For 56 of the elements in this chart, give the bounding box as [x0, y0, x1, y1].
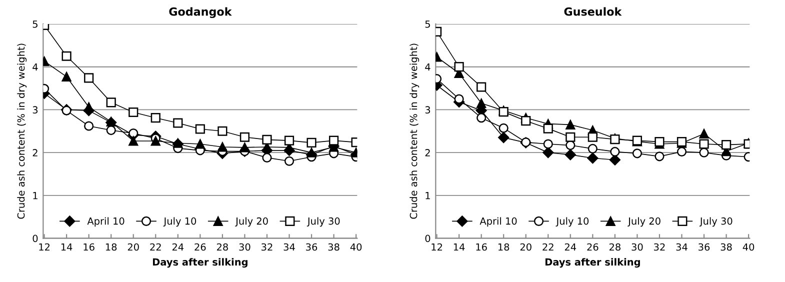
chart-title: Guseulok	[564, 7, 622, 16]
x-tick-label: 38	[720, 243, 732, 251]
y-tick-label: 0	[32, 234, 38, 242]
y-axis-title: Crude ash content (% in dry weight)	[17, 44, 27, 219]
x-tick-label: 14	[61, 243, 72, 251]
x-tick-label: 28	[609, 243, 620, 251]
legend-label: April 10	[480, 217, 517, 227]
legend-label: July 10	[556, 217, 589, 227]
y-tick-label: 0	[425, 234, 430, 242]
x-tick-label: 34	[676, 243, 688, 251]
y-tick-label: 5	[32, 20, 38, 28]
x-tick-label: 16	[476, 243, 487, 251]
legend-label: July 20	[235, 217, 268, 227]
x-tick-label: 30	[239, 243, 250, 251]
y-tick-label: 5	[425, 20, 430, 28]
x-tick-label: 30	[632, 243, 643, 251]
x-tick-label: 26	[587, 243, 598, 251]
y-tick-label: 1	[33, 192, 38, 200]
x-tick-label: 34	[284, 243, 295, 251]
x-tick-label: 22	[542, 243, 554, 251]
y-tick-label: 4	[425, 63, 430, 71]
x-tick-label: 12	[432, 243, 442, 251]
x-tick-label: 16	[84, 243, 94, 251]
legend-label: July 30	[306, 217, 340, 227]
x-tick-label: 40	[350, 243, 362, 251]
x-tick-label: 36	[306, 243, 318, 251]
x-tick-label: 24	[564, 243, 576, 251]
x-tick-label: 36	[698, 243, 710, 251]
y-axis-title: Crude ash content (% in dry weight)	[410, 44, 420, 219]
legend-label: April 10	[87, 217, 124, 227]
x-tick-label: 20	[520, 243, 532, 251]
x-tick-label: 28	[216, 243, 228, 251]
x-tick-label: 18	[498, 243, 510, 251]
x-tick-label: 32	[262, 243, 272, 251]
x-tick-label: 22	[150, 243, 161, 251]
y-tick-label: 2	[32, 149, 38, 156]
x-tick-label: 20	[128, 243, 139, 251]
x-tick-label: 38	[328, 243, 340, 251]
x-tick-label: 26	[194, 243, 206, 251]
legend-label: July 10	[163, 217, 196, 227]
chart-title: Godangok	[169, 7, 232, 18]
x-tick-label: 40	[742, 243, 754, 251]
x-tick-label: 12	[39, 243, 50, 251]
x-axis-title: Days after silking	[545, 258, 640, 268]
y-tick-label: 4	[32, 63, 38, 71]
x-tick-label: 24	[172, 243, 184, 251]
y-tick-label: 2	[425, 149, 430, 156]
y-tick-label: 1	[426, 192, 430, 200]
legend-label: July 30	[699, 217, 732, 227]
x-tick-label: 14	[454, 243, 465, 251]
x-tick-label: 32	[654, 243, 665, 251]
y-tick-label: 3	[32, 106, 38, 114]
y-tick-label: 3	[425, 106, 430, 114]
legend-label: July 20	[628, 217, 660, 227]
x-tick-label: 18	[106, 243, 117, 251]
x-axis-title: Days after silking	[152, 258, 248, 268]
